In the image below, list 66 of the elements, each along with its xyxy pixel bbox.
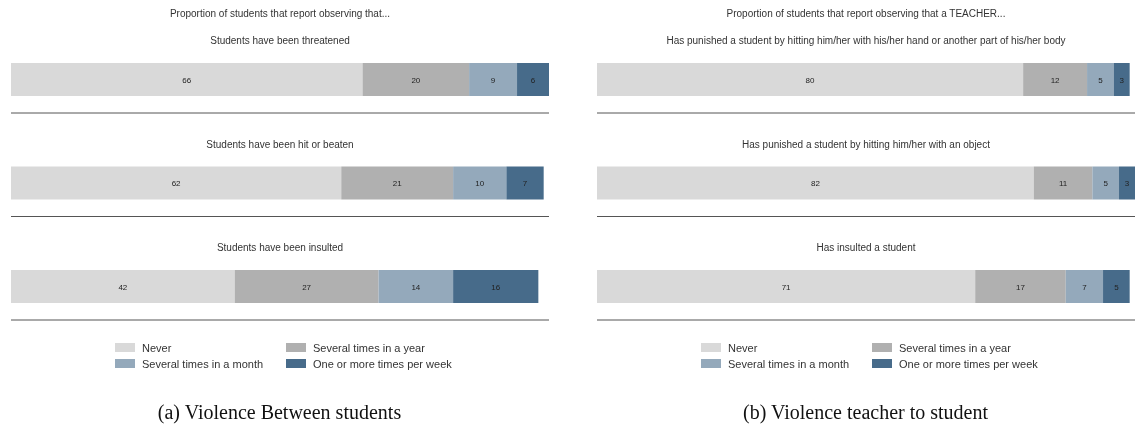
- data-label: 7: [1082, 282, 1088, 292]
- data-label: 42: [118, 282, 128, 292]
- bar: [1033, 166, 1093, 200]
- data-label: 17: [1016, 282, 1026, 292]
- data-label: 9: [490, 75, 496, 85]
- y-tick-label: Students have been insulted: [216, 242, 344, 253]
- y-tick-label: Students have been hit or beaten: [206, 138, 354, 150]
- bar: [378, 270, 454, 303]
- text: Proportion of students that report observing that a TEACHER...: [726, 8, 1006, 19]
- data-label: 80: [805, 75, 816, 85]
- y-tick-label: Has punished a student by hitting him/her with his/her hand or another part of his/her body: [666, 35, 1066, 46]
- bar: [597, 270, 976, 303]
- bar: [1092, 166, 1120, 200]
- bar: [1023, 63, 1088, 96]
- bar: [11, 166, 342, 200]
- data-label: 16: [491, 282, 501, 292]
- data-label: 62: [171, 179, 182, 188]
- bar: [506, 166, 544, 200]
- legend-label: Several times in a year: [899, 341, 1012, 354]
- bar: [362, 63, 470, 96]
- legend-label: Several times in a month: [142, 357, 264, 370]
- y-tick-label: Has insulted a student: [816, 242, 916, 253]
- bar: [1087, 63, 1114, 96]
- chart-title: Proportion of students that report observing that...: [169, 8, 391, 19]
- bar: [975, 270, 1066, 303]
- annotation: (b) Violence teacher to student: [743, 401, 989, 424]
- legend-label: Several times in a year: [313, 341, 426, 354]
- bar: [1065, 270, 1104, 303]
- bar: [597, 63, 1024, 96]
- data-label: 12: [1050, 75, 1061, 85]
- data-label: 10: [475, 179, 485, 188]
- legend-label: Several times in a month: [728, 357, 850, 370]
- bar: [1113, 63, 1130, 96]
- data-label: 20: [411, 75, 421, 85]
- bar: [234, 270, 379, 303]
- data-label: 5: [1114, 282, 1120, 292]
- bar: [597, 166, 1034, 200]
- data-label: 3: [1124, 179, 1130, 188]
- y-tick-label: Students have been threatened: [210, 35, 350, 46]
- bar: [517, 63, 549, 96]
- bar: [453, 166, 507, 200]
- data-label: 82: [810, 179, 821, 188]
- data-label: 27: [302, 282, 312, 292]
- data-label: 11: [1058, 179, 1068, 188]
- legend-label: One or more times per week: [313, 357, 453, 370]
- bar: [1103, 270, 1130, 303]
- bar: [11, 63, 363, 96]
- data-label: 66: [182, 75, 192, 85]
- bar: [453, 270, 539, 303]
- data-label: 14: [411, 282, 421, 292]
- legend-label: One or more times per week: [899, 357, 1039, 370]
- data-label: 6: [530, 75, 536, 85]
- bar: [1119, 166, 1135, 200]
- y-tick-label: Has punished a student by hitting him/her with an object: [742, 138, 991, 150]
- bar: [11, 270, 235, 303]
- data-label: 21: [392, 179, 403, 188]
- data-label: 5: [1103, 179, 1109, 188]
- data-label: 3: [1119, 75, 1125, 85]
- legend-label: Never: [728, 341, 758, 354]
- legend-label: Never: [142, 341, 172, 354]
- text: (a) Violence Between students: [157, 401, 402, 424]
- data-label: 71: [781, 282, 792, 292]
- bar: [341, 166, 454, 200]
- bar: [469, 63, 518, 96]
- data-label: 7: [522, 179, 528, 188]
- data-label: 5: [1098, 75, 1104, 85]
